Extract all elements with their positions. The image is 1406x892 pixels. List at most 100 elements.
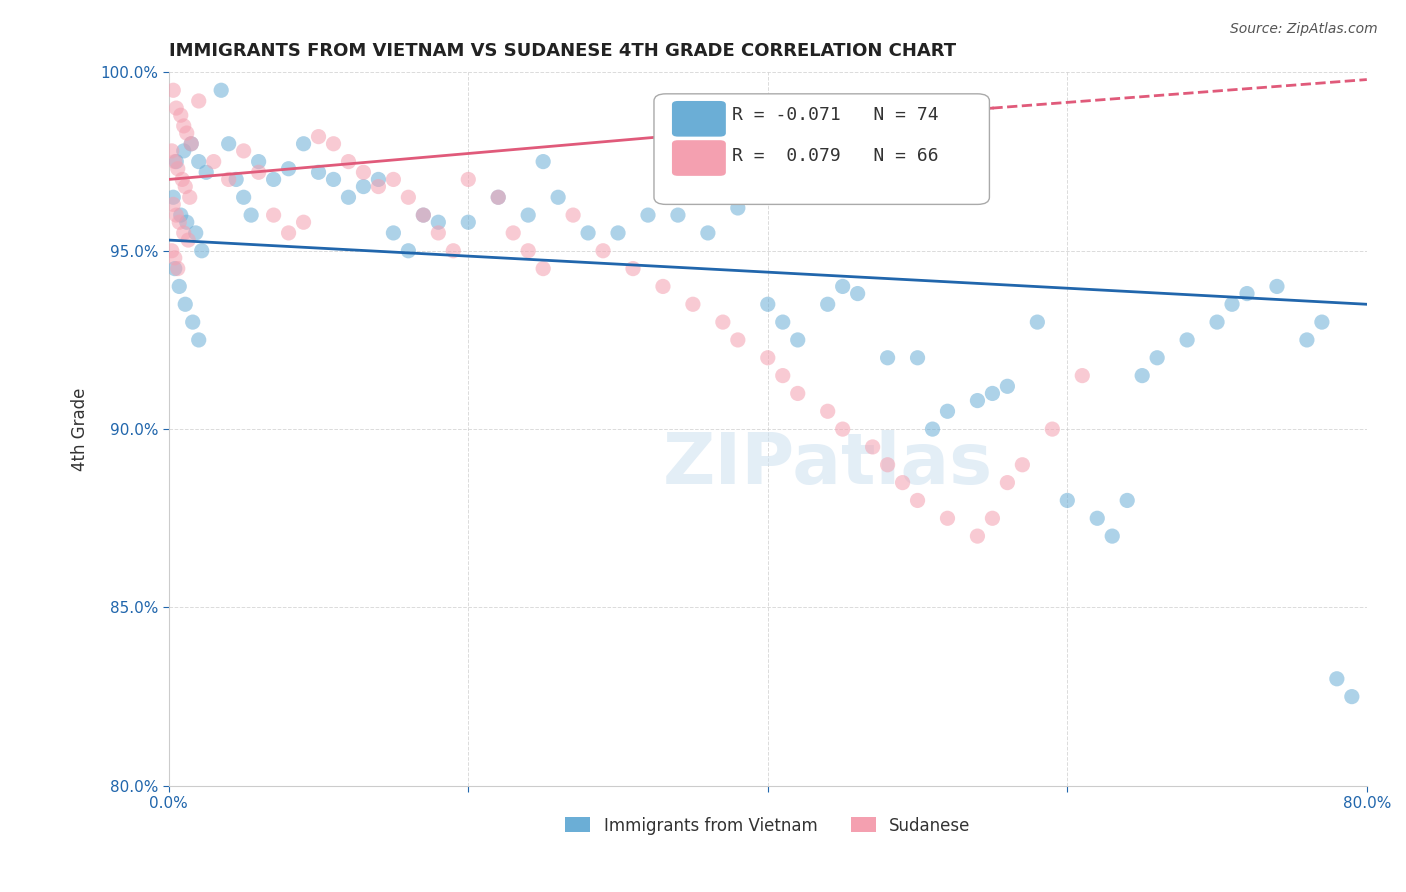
Immigrants from Vietnam — [173, 144, 195, 158]
Text: R = -0.071   N = 74: R = -0.071 N = 74 — [733, 106, 938, 124]
Immigrants from Vietnam — [187, 154, 209, 169]
Immigrants from Vietnam — [263, 172, 285, 186]
Sudanese — [682, 297, 704, 311]
Immigrants from Vietnam — [921, 422, 943, 436]
Immigrants from Vietnam — [209, 83, 232, 97]
Sudanese — [367, 179, 389, 194]
Sudanese — [322, 136, 344, 151]
Immigrants from Vietnam — [981, 386, 1004, 401]
Immigrants from Vietnam — [165, 154, 187, 169]
Sudanese — [187, 94, 209, 108]
Immigrants from Vietnam — [727, 201, 749, 215]
FancyBboxPatch shape — [672, 140, 725, 176]
Sudanese — [592, 244, 614, 258]
Immigrants from Vietnam — [786, 333, 808, 347]
Sudanese — [382, 172, 405, 186]
Immigrants from Vietnam — [1220, 297, 1243, 311]
Immigrants from Vietnam — [1310, 315, 1333, 329]
Sudanese — [502, 226, 524, 240]
Immigrants from Vietnam — [181, 315, 204, 329]
Sudanese — [232, 144, 254, 158]
Immigrants from Vietnam — [170, 208, 193, 222]
Text: R =  0.079   N = 66: R = 0.079 N = 66 — [733, 147, 938, 165]
Sudanese — [170, 108, 193, 122]
Immigrants from Vietnam — [517, 208, 540, 222]
Sudanese — [621, 261, 644, 276]
Sudanese — [308, 129, 330, 144]
Sudanese — [396, 190, 419, 204]
Immigrants from Vietnam — [232, 190, 254, 204]
Immigrants from Vietnam — [163, 261, 186, 276]
Sudanese — [292, 215, 315, 229]
Immigrants from Vietnam — [174, 297, 197, 311]
Immigrants from Vietnam — [240, 208, 263, 222]
Immigrants from Vietnam — [966, 393, 988, 408]
Sudanese — [337, 154, 360, 169]
Immigrants from Vietnam — [412, 208, 434, 222]
Immigrants from Vietnam — [218, 136, 240, 151]
Sudanese — [352, 165, 374, 179]
Immigrants from Vietnam — [1296, 333, 1319, 347]
Immigrants from Vietnam — [292, 136, 315, 151]
Sudanese — [531, 261, 554, 276]
Immigrants from Vietnam — [936, 404, 959, 418]
Immigrants from Vietnam — [997, 379, 1019, 393]
Sudanese — [162, 83, 184, 97]
Sudanese — [981, 511, 1004, 525]
Sudanese — [166, 261, 188, 276]
Text: IMMIGRANTS FROM VIETNAM VS SUDANESE 4TH GRADE CORRELATION CHART: IMMIGRANTS FROM VIETNAM VS SUDANESE 4TH … — [169, 42, 956, 60]
Immigrants from Vietnam — [1326, 672, 1348, 686]
Sudanese — [165, 101, 187, 115]
Immigrants from Vietnam — [1265, 279, 1288, 293]
Immigrants from Vietnam — [637, 208, 659, 222]
Sudanese — [160, 144, 183, 158]
Immigrants from Vietnam — [190, 244, 212, 258]
Sudanese — [180, 136, 202, 151]
Sudanese — [486, 190, 509, 204]
Sudanese — [907, 493, 929, 508]
Sudanese — [966, 529, 988, 543]
Immigrants from Vietnam — [225, 172, 247, 186]
Y-axis label: 4th Grade: 4th Grade — [72, 387, 89, 471]
Immigrants from Vietnam — [1026, 315, 1049, 329]
Sudanese — [173, 226, 195, 240]
Sudanese — [165, 208, 187, 222]
FancyBboxPatch shape — [654, 94, 990, 204]
Immigrants from Vietnam — [396, 244, 419, 258]
Text: Source: ZipAtlas.com: Source: ZipAtlas.com — [1230, 22, 1378, 37]
Sudanese — [427, 226, 450, 240]
Sudanese — [562, 208, 585, 222]
Immigrants from Vietnam — [607, 226, 630, 240]
FancyBboxPatch shape — [672, 101, 725, 136]
Sudanese — [162, 197, 184, 211]
Immigrants from Vietnam — [308, 165, 330, 179]
Sudanese — [1071, 368, 1094, 383]
Text: ZIPatlas: ZIPatlas — [662, 430, 993, 500]
Sudanese — [891, 475, 914, 490]
Sudanese — [756, 351, 779, 365]
Sudanese — [177, 233, 200, 247]
Sudanese — [727, 333, 749, 347]
Immigrants from Vietnam — [756, 297, 779, 311]
Sudanese — [862, 440, 884, 454]
Immigrants from Vietnam — [1146, 351, 1168, 365]
Sudanese — [176, 126, 198, 140]
Sudanese — [711, 315, 734, 329]
Sudanese — [179, 190, 201, 204]
Immigrants from Vietnam — [666, 208, 689, 222]
Immigrants from Vietnam — [457, 215, 479, 229]
Sudanese — [163, 154, 186, 169]
Immigrants from Vietnam — [184, 226, 207, 240]
Sudanese — [160, 244, 183, 258]
Immigrants from Vietnam — [876, 351, 898, 365]
Immigrants from Vietnam — [846, 286, 869, 301]
Immigrants from Vietnam — [696, 226, 718, 240]
Immigrants from Vietnam — [352, 179, 374, 194]
Immigrants from Vietnam — [817, 297, 839, 311]
Immigrants from Vietnam — [1085, 511, 1108, 525]
Sudanese — [218, 172, 240, 186]
Sudanese — [831, 422, 853, 436]
Immigrants from Vietnam — [382, 226, 405, 240]
Immigrants from Vietnam — [1056, 493, 1078, 508]
Immigrants from Vietnam — [367, 172, 389, 186]
